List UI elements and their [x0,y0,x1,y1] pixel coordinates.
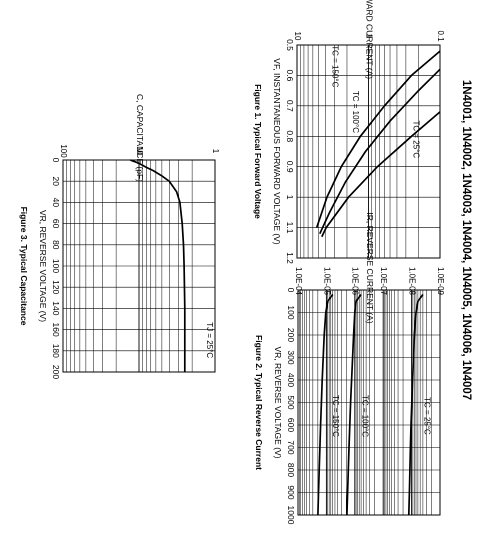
x-tick-label: 0.9 [285,161,295,173]
series-line-2 [407,293,424,516]
x-tick-label: 180 [51,344,61,358]
series-line-2 [321,111,441,238]
x-tick-label: 1.2 [285,252,295,264]
x-axis-label: VR, REVERSE VOLTAGE (V) [38,210,48,322]
y-tick-label: 1.0E-04 [294,267,303,296]
x-tick-label: 0 [51,158,61,163]
x-tick-label: 800 [286,463,296,477]
x-tick-label: 120 [51,280,61,294]
y-tick-label: 100 [59,144,68,158]
y-axis-label: C, CAPACITANCE (pF) [135,94,145,182]
y-tick-label: 1.0E-07 [379,267,388,296]
x-tick-label: 80 [51,240,61,250]
series-label: TC = 25°C [411,121,420,159]
page-title: 1N4001, 1N4002, 1N4003, 1N4004, 1N4005, … [460,80,472,400]
x-tick-label: 100 [51,259,61,273]
figure-caption: Figure 2. Typical Reverse Current [254,335,264,470]
y-axis-label: IR, REVERSE CURRENT (A) [365,212,375,323]
series-line-1 [346,293,362,516]
x-tick-label: 200 [286,328,296,342]
x-tick-label: 140 [51,301,61,315]
series-label: TC = 150°C [330,45,339,87]
x-tick-label: 60 [51,219,61,229]
series-line-0 [315,50,441,228]
y-tick-label: 10 [135,147,144,156]
x-tick-label: 200 [51,365,61,379]
x-tick-label: 40 [51,198,61,208]
series-label: TC = 100°C [351,91,360,133]
x-tick-label: 160 [51,323,61,337]
series-label: TC = 25°C [422,397,431,435]
series-line-0 [129,159,186,372]
x-tick-label: 1000 [286,506,296,525]
x-tick-label: 700 [286,440,296,454]
x-axis-label: VF, INSTANTANEOUS FORWARD VOLTAGE (V) [272,58,282,245]
x-tick-label: 1 [285,195,295,200]
chart-fig2: 0 100 200 300 400 500 600 700 800 900 1000 1.0E-09 1… [254,212,445,524]
y-tick-label: 1 [211,149,220,154]
figure-caption: Figure 1. Typical Forward Voltage [253,84,263,219]
y-tick-label: 0.1 [436,30,445,42]
series-line-1 [319,68,441,235]
x-tick-label: 300 [286,350,296,364]
y-axis-label: IF, FORWARD CURRENT (A) [364,0,374,79]
y-tick-label: 10 [293,32,302,41]
series-label: TC = 150°C [331,395,340,437]
x-tick-label: 0 [286,288,296,293]
y-tick-label: 1.0E-06 [351,267,360,296]
x-tick-label: 500 [286,395,296,409]
x-tick-label: 1.1 [285,222,295,234]
x-tick-label: 100 [286,305,296,319]
x-tick-label: 20 [51,176,61,186]
x-tick-label: 0.8 [285,130,295,142]
series-line-0 [317,293,334,516]
series-label: TJ = 25°C [205,322,214,358]
y-tick-label: 1.0E-05 [322,267,331,296]
y-tick-label: 1 [364,34,373,39]
y-tick-label: 1.0E-08 [407,267,416,296]
chart-fig1: 0.5 0.6 0.7 0.8 0.9 1 1.1 1.2 0.1 1 10 VF, INSTANTA… [253,0,445,264]
x-tick-label: 0.5 [285,39,295,51]
x-tick-label: 400 [286,373,296,387]
x-tick-label: 0.7 [285,100,295,112]
series-label: TC = 100°C [361,395,370,437]
x-tick-label: 0.6 [285,70,295,82]
y-tick-label: 1.0E-09 [436,267,445,296]
figure-caption: Figure 3. Typical Capacitance [19,207,29,326]
x-tick-label: 600 [286,418,296,432]
x-tick-label: 900 [286,485,296,499]
x-axis-label: VR, REVERSE VOLTAGE (V) [273,346,283,458]
